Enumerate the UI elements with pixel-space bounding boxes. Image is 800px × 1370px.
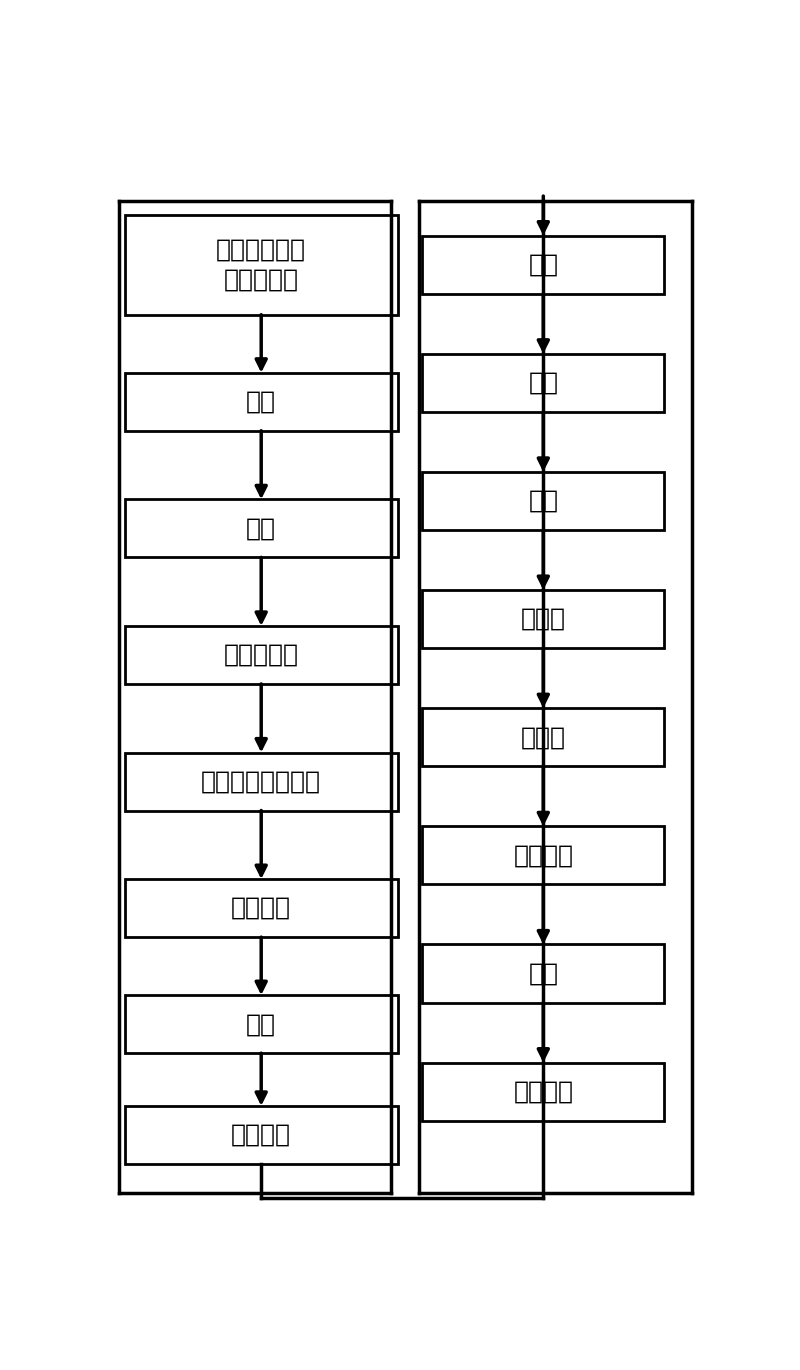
Text: 形成介质层: 形成介质层	[224, 643, 298, 667]
Bar	[125, 995, 398, 1054]
Bar	[422, 826, 664, 885]
Text: 老化: 老化	[528, 489, 558, 512]
Text: 引线成型: 引线成型	[514, 844, 574, 867]
Text: 剔废品: 剔废品	[521, 725, 566, 749]
Text: 编带: 编带	[528, 962, 558, 985]
Text: 一氧化铌粉末
为阳极材料: 一氧化铌粉末 为阳极材料	[216, 238, 306, 292]
Bar	[422, 471, 664, 530]
Bar	[125, 1106, 398, 1164]
Text: 坯块模塑: 坯块模塑	[231, 1123, 291, 1147]
Bar	[125, 626, 398, 684]
Text: 二氧化锰阴极制造: 二氧化锰阴极制造	[202, 770, 322, 793]
Bar	[422, 708, 664, 766]
Bar	[422, 944, 664, 1003]
Bar	[125, 373, 398, 430]
Bar	[422, 590, 664, 648]
Bar	[125, 215, 398, 315]
Text: 烧结: 烧结	[246, 516, 276, 540]
Bar	[422, 353, 664, 412]
Text: 成型: 成型	[246, 389, 276, 414]
Bar	[422, 236, 664, 293]
Bar	[125, 752, 398, 811]
Bar	[125, 880, 398, 937]
Text: 切割: 切割	[246, 1012, 276, 1036]
Text: 入库检验: 入库检验	[514, 1080, 574, 1104]
Bar	[125, 499, 398, 558]
Bar	[422, 1063, 664, 1121]
Text: 打印: 打印	[528, 252, 558, 277]
Text: 切边: 切边	[528, 371, 558, 395]
Text: 石墨银浆: 石墨银浆	[231, 896, 291, 921]
Text: 预测试: 预测试	[521, 607, 566, 632]
